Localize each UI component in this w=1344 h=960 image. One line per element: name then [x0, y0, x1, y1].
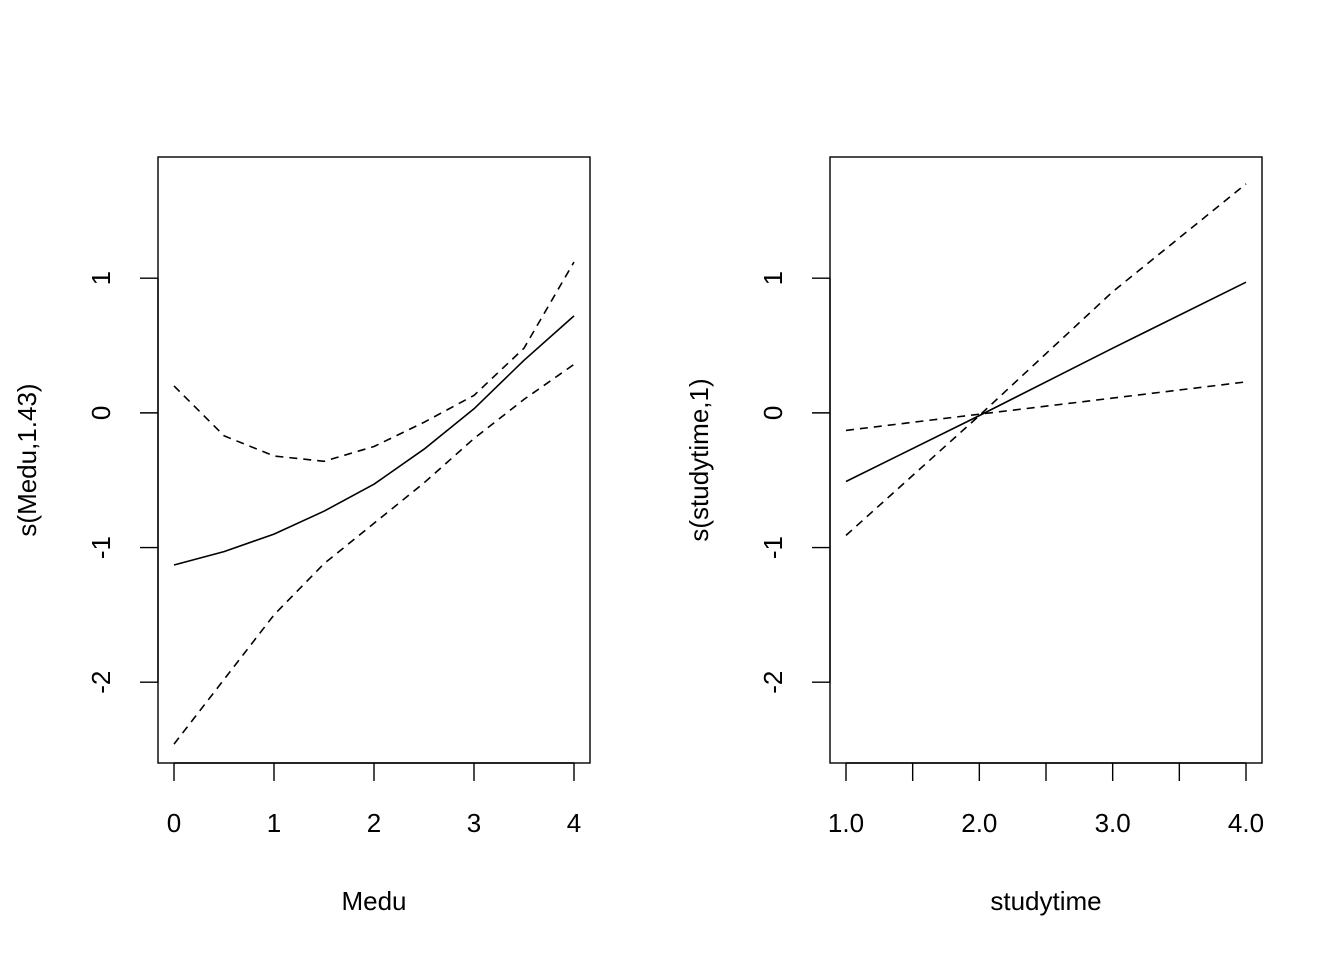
- y-axis-title: s(Medu,1.43): [12, 383, 42, 536]
- x-tick-label: 4.0: [1228, 808, 1264, 838]
- confidence-band-line: [173, 363, 575, 745]
- x-tick-label: 4: [567, 808, 581, 838]
- x-tick-label: 3: [467, 808, 481, 838]
- confidence-band-line: [173, 261, 575, 463]
- y-tick-label: 0: [758, 406, 788, 420]
- studytime-panel: studytime s(studytime,1) 1.0 2.0 3.0 4.0 -2 -…: [684, 156, 1264, 916]
- x-axis-title: Medu: [341, 886, 406, 916]
- confidence-band-line: [845, 183, 1247, 536]
- x-tick-label: 2.0: [961, 808, 997, 838]
- y-tick-label: 1: [86, 271, 116, 285]
- y-axis-title: s(studytime,1): [684, 378, 714, 541]
- smooth-fit-line: [173, 315, 575, 566]
- y-tick-label: 1: [758, 271, 788, 285]
- y-tick-label: -1: [86, 536, 116, 559]
- confidence-band-line: [845, 381, 1247, 432]
- x-tick-label: 3.0: [1095, 808, 1131, 838]
- x-tick-label: 0: [167, 808, 181, 838]
- plot-frame: [157, 156, 591, 764]
- medu-panel: Medu s(Medu,1.43) 0 1 2 3 4 -2 -1 0 1: [12, 156, 591, 916]
- x-tick-label: 2: [367, 808, 381, 838]
- y-tick-label: -2: [86, 671, 116, 694]
- y-tick-label: -1: [758, 536, 788, 559]
- y-tick-label: -2: [758, 671, 788, 694]
- y-tick-label: 0: [86, 406, 116, 420]
- smooth-fit-line: [845, 281, 1247, 483]
- x-axis-title: studytime: [990, 886, 1101, 916]
- x-tick-label: 1.0: [828, 808, 864, 838]
- x-tick-label: 1: [267, 808, 281, 838]
- plot-frame: [829, 156, 1263, 764]
